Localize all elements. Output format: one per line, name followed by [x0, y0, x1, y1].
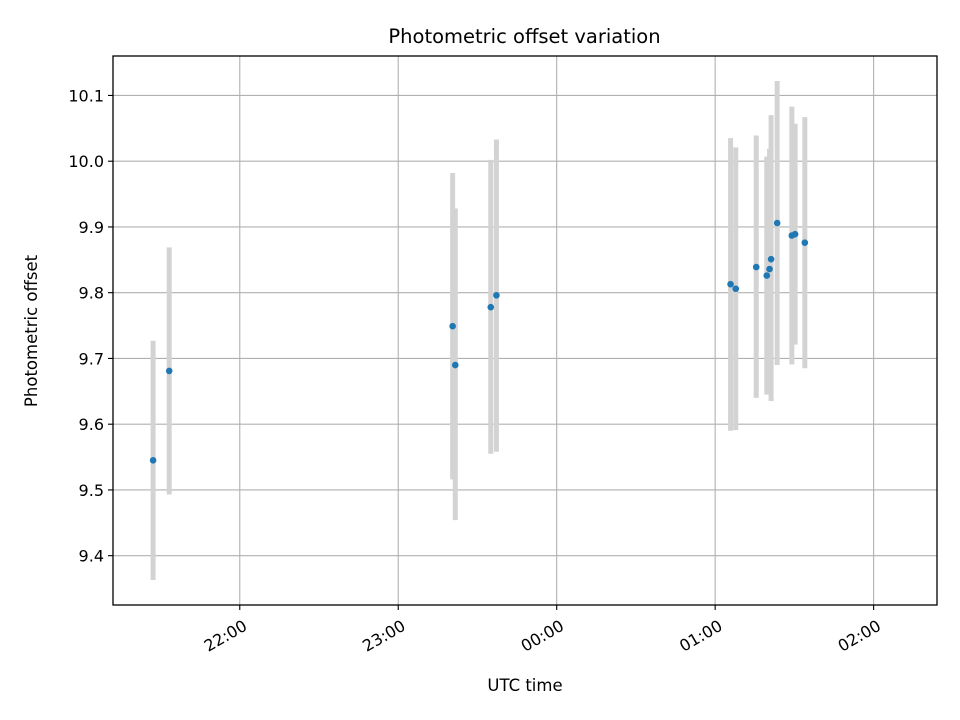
y-tick-label: 9.9 [79, 218, 104, 237]
y-tick-label: 10.0 [68, 152, 104, 171]
y-tick-label: 9.8 [79, 284, 104, 303]
plot-frame [112, 55, 938, 606]
y-tick-label: 10.1 [68, 86, 104, 105]
y-tick-label: 9.7 [79, 349, 104, 368]
data-point [766, 265, 773, 273]
y-tick-label: 9.4 [79, 547, 104, 566]
data-point [449, 322, 456, 330]
data-point [493, 292, 500, 299]
data-point [801, 239, 809, 247]
y-tick-label: 9.6 [79, 415, 104, 434]
data-point [752, 263, 760, 271]
x-axis-label: UTC time [487, 676, 562, 695]
y-tick-label: 9.5 [79, 481, 104, 500]
data-point [165, 367, 173, 375]
y-axis-label: Photometric offset [22, 254, 41, 407]
data-point [763, 272, 771, 279]
data-point [451, 361, 459, 369]
data-point [773, 219, 781, 227]
data-point [149, 457, 157, 464]
data-point [727, 280, 734, 288]
data-point [791, 230, 799, 238]
data-point [732, 285, 740, 293]
data-point [487, 303, 495, 311]
data-points [149, 219, 809, 464]
grid [113, 56, 937, 605]
data-point [767, 255, 775, 263]
chart-title: Photometric offset variation [388, 25, 660, 48]
